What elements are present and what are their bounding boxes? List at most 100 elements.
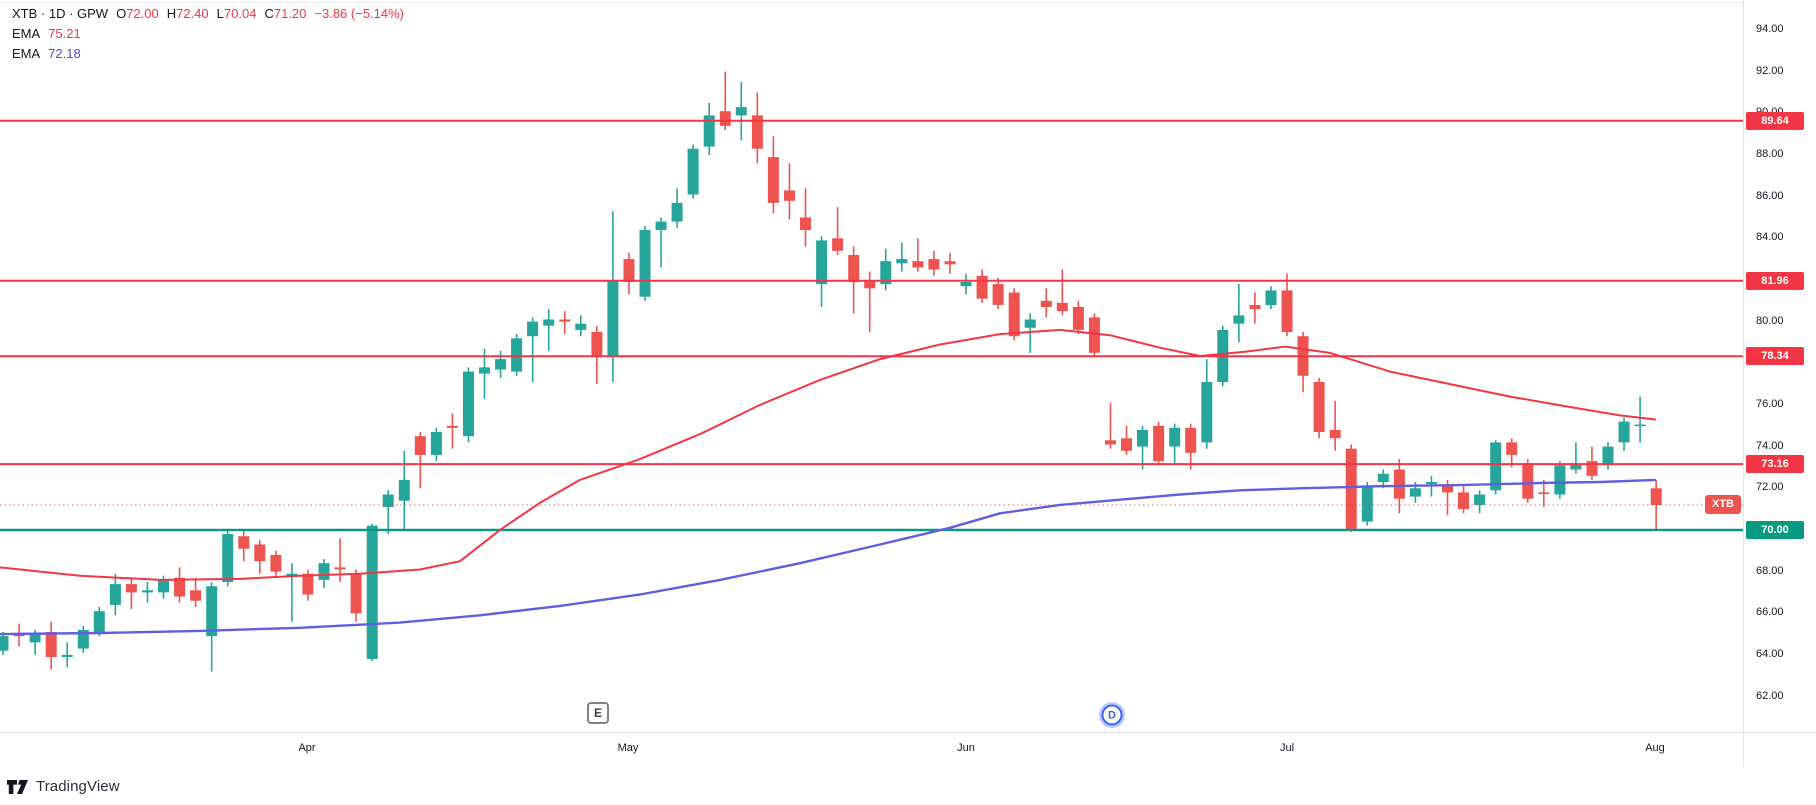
candle-body[interactable]: [1329, 429, 1341, 439]
candle-body[interactable]: [286, 573, 298, 576]
candle-body[interactable]: [1265, 290, 1277, 305]
candle-body[interactable]: [1650, 488, 1662, 505]
candle-body[interactable]: [1442, 486, 1453, 493]
candle-body[interactable]: [414, 436, 426, 455]
candle-body[interactable]: [1490, 442, 1502, 491]
candle-body[interactable]: [109, 584, 121, 605]
candle-body[interactable]: [1409, 488, 1421, 497]
candle-body[interactable]: [479, 367, 490, 374]
month-label-Jul[interactable]: Jul: [1279, 742, 1295, 754]
symbol-title[interactable]: XTB · 1D · GPW: [12, 6, 109, 21]
candle-body[interactable]: [944, 261, 956, 265]
ema-red-row[interactable]: EMA 75.21: [12, 24, 404, 44]
candle-body[interactable]: [1105, 440, 1116, 445]
candle-body[interactable]: [543, 319, 555, 326]
candle-body[interactable]: [976, 275, 988, 299]
candle-body[interactable]: [575, 323, 587, 330]
candle-body[interactable]: [511, 338, 523, 372]
candle-body[interactable]: [93, 611, 105, 632]
candle-body[interactable]: [190, 590, 202, 601]
candle-body[interactable]: [527, 321, 539, 337]
candle-body[interactable]: [1024, 319, 1036, 328]
candle-body[interactable]: [206, 586, 218, 637]
candle-body[interactable]: [1361, 486, 1373, 522]
candle-body[interactable]: [0, 636, 9, 651]
candle-body[interactable]: [703, 115, 715, 147]
candle-body[interactable]: [125, 584, 137, 593]
ema-blue-row[interactable]: EMA 72.18: [12, 44, 404, 64]
candle-body[interactable]: [1393, 469, 1405, 499]
candlestick-chart[interactable]: [0, 0, 1743, 732]
month-label-Apr[interactable]: Apr: [298, 742, 316, 754]
price-level-badge-73.16[interactable]: 73.16: [1746, 455, 1804, 473]
candle-body[interactable]: [559, 319, 571, 322]
candle-body[interactable]: [1169, 427, 1181, 447]
symbol-ohlc-row[interactable]: XTB · 1D · GPW O72.00 H72.40 L70.04 C71.20 −3…: [12, 4, 404, 24]
candle-body[interactable]: [1474, 494, 1486, 505]
candle-body[interactable]: [1072, 307, 1084, 330]
candle-body[interactable]: [1121, 438, 1132, 451]
candle-body[interactable]: [607, 280, 619, 358]
month-label-Jun[interactable]: Jun: [957, 742, 975, 754]
ema-red-line[interactable]: [0, 328, 1656, 581]
candle-body[interactable]: [1185, 427, 1197, 453]
candle-body[interactable]: [350, 573, 362, 614]
candle-body[interactable]: [430, 432, 442, 455]
chart-pane[interactable]: XTB · 1D · GPW O72.00 H72.40 L70.04 C71.20 −3…: [0, 0, 1743, 732]
candle-body[interactable]: [29, 634, 41, 643]
candle-body[interactable]: [655, 221, 667, 230]
candle-body[interactable]: [1233, 315, 1245, 324]
candle-body[interactable]: [960, 282, 972, 287]
candle-body[interactable]: [398, 479, 410, 501]
candle-body[interactable]: [1506, 442, 1518, 455]
candle-body[interactable]: [912, 261, 924, 268]
month-label-May[interactable]: May: [617, 742, 639, 754]
candle-body[interactable]: [896, 259, 908, 264]
candle-body[interactable]: [61, 654, 73, 657]
candle-body[interactable]: [446, 425, 458, 428]
candle-body[interactable]: [1538, 492, 1550, 494]
tradingview-logo[interactable]: TradingView: [7, 778, 120, 795]
candle-body[interactable]: [1040, 300, 1052, 307]
candle-body[interactable]: [222, 534, 234, 582]
candle-body[interactable]: [1008, 292, 1020, 337]
candle-body[interactable]: [671, 202, 683, 222]
price-level-badge-70.00[interactable]: 70.00: [1746, 521, 1804, 539]
candle-body[interactable]: [174, 577, 186, 597]
candle-body[interactable]: [928, 259, 940, 270]
price-axis[interactable]: 94.0092.0090.0088.0086.0084.0082.0080.00…: [1743, 0, 1816, 767]
candle-body[interactable]: [880, 261, 892, 285]
candle-body[interactable]: [318, 563, 330, 580]
candle-body[interactable]: [848, 255, 860, 283]
candle-body[interactable]: [767, 157, 779, 203]
candle-body[interactable]: [463, 371, 474, 437]
candle-body[interactable]: [238, 536, 250, 549]
candle-body[interactable]: [334, 567, 346, 570]
candle-body[interactable]: [1602, 446, 1614, 466]
candle-body[interactable]: [302, 573, 314, 595]
candle-body[interactable]: [687, 148, 699, 195]
candle-body[interactable]: [751, 115, 763, 149]
candle-body[interactable]: [366, 525, 378, 659]
candle-body[interactable]: [639, 230, 651, 297]
candle-body[interactable]: [784, 190, 795, 201]
candle-body[interactable]: [864, 280, 876, 289]
candle-body[interactable]: [1137, 429, 1148, 447]
candle-body[interactable]: [158, 579, 169, 593]
candle-body[interactable]: [816, 240, 828, 285]
candle-body[interactable]: [1570, 463, 1582, 470]
candle-body[interactable]: [142, 590, 153, 593]
dividend-marker[interactable]: D: [1101, 704, 1123, 726]
month-label-Aug[interactable]: Aug: [1645, 742, 1665, 754]
candle-body[interactable]: [1634, 424, 1646, 427]
candle-body[interactable]: [254, 544, 266, 562]
candle-body[interactable]: [800, 217, 811, 231]
candle-body[interactable]: [1088, 317, 1100, 353]
price-level-badge-89.64[interactable]: 89.64: [1746, 112, 1804, 130]
candle-body[interactable]: [1313, 382, 1325, 432]
candle-body[interactable]: [719, 111, 731, 126]
candle-body[interactable]: [1377, 473, 1389, 482]
candle-body[interactable]: [1249, 305, 1261, 310]
candle-body[interactable]: [77, 629, 89, 649]
candle-body[interactable]: [1281, 290, 1293, 333]
